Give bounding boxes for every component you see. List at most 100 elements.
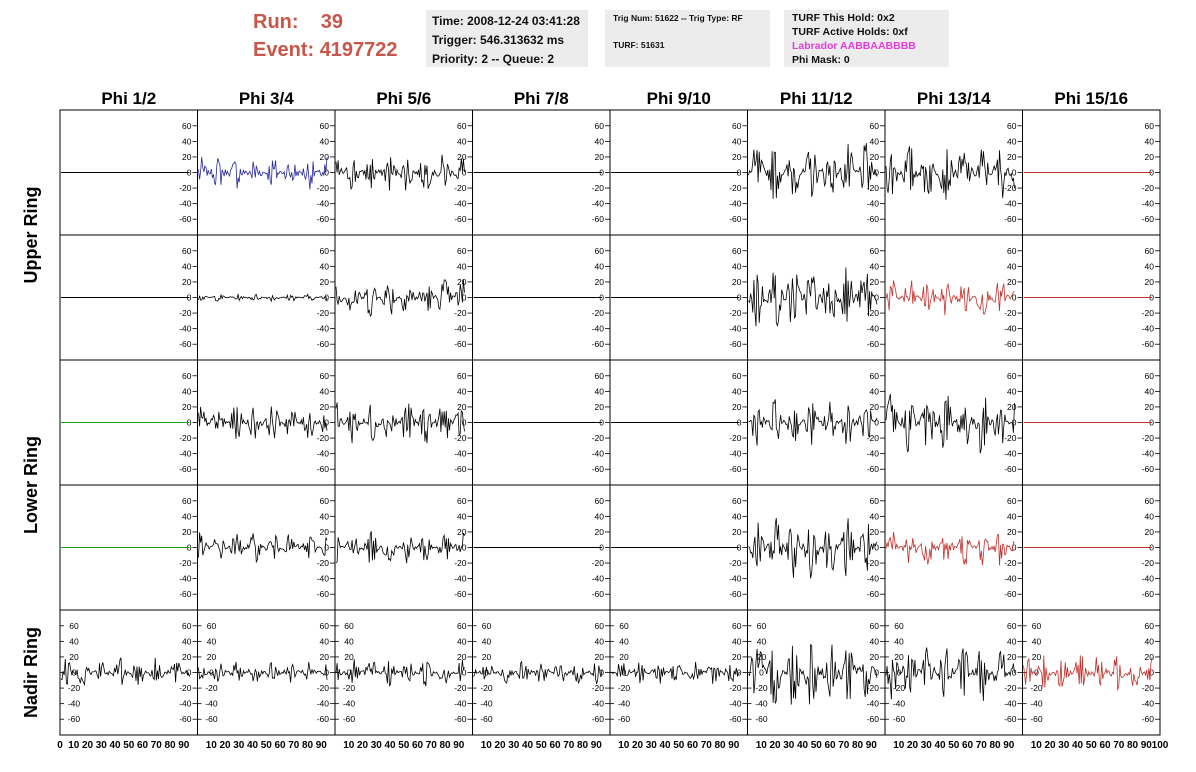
y-tick-label: 60: [182, 121, 192, 131]
y-tick-label: -60: [592, 714, 605, 724]
y-tick-label: 20: [595, 652, 605, 662]
y-tick-label: 0: [874, 543, 879, 553]
x-tick-label: 0: [57, 740, 63, 751]
y-tick-label: -60: [1004, 214, 1017, 224]
y-tick-label: 60: [457, 371, 467, 381]
run-value: 39: [320, 11, 344, 33]
y-tick-label: 20: [595, 527, 605, 537]
y-tick-label: 20: [182, 652, 192, 662]
waveform-trace: [1023, 655, 1153, 691]
y-tick-label: -20: [317, 183, 330, 193]
column-header: Phi 11/12: [780, 89, 853, 108]
panel-frame: [197, 609, 336, 736]
x-tick-label: 80: [164, 740, 176, 751]
y-tick-label: 40: [320, 136, 330, 146]
y-tick-label-left: 60: [344, 621, 354, 631]
y-tick-label: 40: [457, 386, 467, 396]
y-tick-label: -60: [592, 214, 605, 224]
y-tick-label: 0: [324, 543, 329, 553]
x-tick-label: 40: [1072, 740, 1084, 751]
y-tick-label: -20: [1142, 558, 1155, 568]
x-tick-label: 20: [357, 740, 369, 751]
x-tick-label: 30: [96, 740, 108, 751]
x-tick-label: 40: [522, 740, 534, 751]
y-tick-label: 60: [732, 121, 742, 131]
y-tick-label: 40: [457, 261, 467, 271]
y-tick-label: 60: [1145, 371, 1155, 381]
y-tick-label-left: -20: [893, 683, 906, 693]
y-tick-label: 0: [874, 168, 879, 178]
y-tick-label: 20: [182, 277, 192, 287]
y-tick-label: 40: [1145, 136, 1155, 146]
y-tick-label: -40: [592, 199, 605, 209]
y-tick-label: 60: [1145, 246, 1155, 256]
y-tick-label-left: -20: [480, 683, 493, 693]
event-row: Event: 4197722: [253, 36, 398, 64]
y-tick-label: 40: [1007, 636, 1017, 646]
x-tick-label: 30: [646, 740, 658, 751]
x-tick-label: 40: [659, 740, 671, 751]
y-tick-label: -20: [867, 558, 880, 568]
x-tick-label: 70: [426, 740, 438, 751]
y-tick-label: 20: [1145, 152, 1155, 162]
y-tick-label: 60: [732, 246, 742, 256]
y-tick-label-left: 20: [344, 652, 354, 662]
y-tick-label: -40: [729, 574, 742, 584]
y-tick-label: -60: [867, 214, 880, 224]
y-tick-label: 40: [1007, 386, 1017, 396]
y-tick-label: -40: [867, 449, 880, 459]
y-tick-label: -60: [179, 589, 192, 599]
y-tick-label: -20: [1142, 308, 1155, 318]
y-tick-label: -60: [179, 214, 192, 224]
y-tick-label: -60: [592, 589, 605, 599]
y-tick-label: 40: [1007, 136, 1017, 146]
x-tick-label: 50: [398, 740, 410, 751]
x-tick-label: 60: [274, 740, 286, 751]
column-header: Phi 13/14: [917, 89, 991, 108]
y-tick-label: 20: [1145, 402, 1155, 412]
y-tick-label: 20: [732, 652, 742, 662]
y-tick-label: -40: [592, 324, 605, 334]
x-tick-label: 90: [1003, 740, 1015, 751]
y-tick-label: 20: [182, 152, 192, 162]
y-tick-label: -40: [1142, 699, 1155, 709]
y-tick-label: 40: [595, 386, 605, 396]
y-tick-label: -60: [729, 214, 742, 224]
y-tick-label-left: 40: [482, 636, 492, 646]
y-tick-label: -60: [592, 464, 605, 474]
y-tick-label-left: 60: [207, 621, 217, 631]
y-tick-label-left: 40: [757, 636, 767, 646]
y-tick-label: 40: [732, 261, 742, 271]
y-tick-label-left: -60: [343, 714, 356, 724]
x-tick-label: 10: [1031, 740, 1043, 751]
y-tick-label: 60: [320, 371, 330, 381]
x-tick-label: 60: [549, 740, 561, 751]
y-tick-label: 60: [320, 121, 330, 131]
y-tick-label: -40: [1142, 574, 1155, 584]
y-tick-label: -60: [1004, 339, 1017, 349]
y-tick-label: -20: [592, 558, 605, 568]
y-tick-label-left: 40: [894, 636, 904, 646]
y-tick-label: 20: [870, 277, 880, 287]
y-tick-label: -40: [1142, 199, 1155, 209]
y-tick-label: -60: [592, 339, 605, 349]
y-tick-label: 20: [870, 402, 880, 412]
y-tick-label: 0: [462, 668, 467, 678]
y-tick-label: -40: [454, 324, 467, 334]
run-event-block: Run: 39 Event: 4197722: [253, 8, 398, 64]
y-tick-label: -60: [867, 589, 880, 599]
y-tick-label: 40: [182, 511, 192, 521]
phi-mask-text: Phi Mask: 0: [792, 54, 850, 66]
turf-active-text: TURF Active Holds: 0xf: [792, 26, 908, 38]
y-tick-label: -40: [179, 574, 192, 584]
y-tick-label: -60: [729, 589, 742, 599]
y-tick-label: 0: [324, 168, 329, 178]
y-tick-label: 40: [1145, 386, 1155, 396]
y-tick-label-left: 20: [894, 652, 904, 662]
y-tick-label: 20: [320, 527, 330, 537]
y-tick-label: 40: [320, 261, 330, 271]
y-tick-label: -60: [867, 714, 880, 724]
y-tick-label: 60: [595, 621, 605, 631]
y-tick-label: -40: [179, 699, 192, 709]
y-tick-label: -20: [867, 183, 880, 193]
